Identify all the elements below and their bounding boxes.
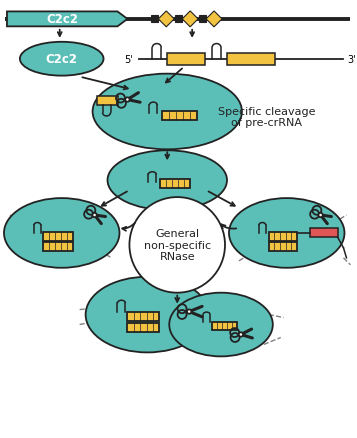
- Bar: [198, 16, 206, 23]
- Ellipse shape: [4, 199, 120, 268]
- Bar: [127, 323, 159, 332]
- Ellipse shape: [229, 199, 345, 268]
- Text: C2c2: C2c2: [46, 13, 78, 26]
- Ellipse shape: [20, 42, 104, 77]
- Circle shape: [187, 310, 191, 314]
- Text: General
non-specific
RNase: General non-specific RNase: [144, 229, 211, 262]
- Circle shape: [125, 98, 130, 102]
- Circle shape: [318, 213, 323, 218]
- Circle shape: [92, 213, 97, 218]
- Circle shape: [130, 198, 225, 293]
- Bar: [151, 16, 158, 23]
- Polygon shape: [158, 12, 174, 28]
- Text: 5': 5': [125, 55, 134, 64]
- Bar: [162, 112, 197, 121]
- FancyArrowPatch shape: [122, 223, 135, 231]
- Bar: [212, 322, 237, 330]
- Bar: [269, 233, 297, 241]
- Bar: [97, 96, 119, 105]
- Polygon shape: [206, 12, 222, 28]
- Bar: [127, 312, 159, 321]
- Polygon shape: [7, 12, 127, 27]
- Circle shape: [239, 332, 243, 337]
- Bar: [43, 242, 73, 251]
- Bar: [269, 242, 297, 251]
- Bar: [160, 180, 190, 189]
- Ellipse shape: [86, 277, 209, 353]
- Bar: [310, 229, 337, 237]
- Polygon shape: [182, 12, 198, 28]
- Ellipse shape: [92, 74, 242, 150]
- Text: 3': 3': [347, 55, 356, 64]
- Ellipse shape: [107, 151, 227, 211]
- Text: C2c2: C2c2: [46, 53, 78, 66]
- Bar: [167, 53, 205, 66]
- Bar: [227, 53, 275, 66]
- Bar: [175, 16, 182, 23]
- Ellipse shape: [169, 293, 273, 357]
- FancyArrowPatch shape: [221, 225, 236, 229]
- Text: Specific cleavage
of pre-crRNA: Specific cleavage of pre-crRNA: [218, 106, 316, 128]
- Bar: [43, 233, 73, 241]
